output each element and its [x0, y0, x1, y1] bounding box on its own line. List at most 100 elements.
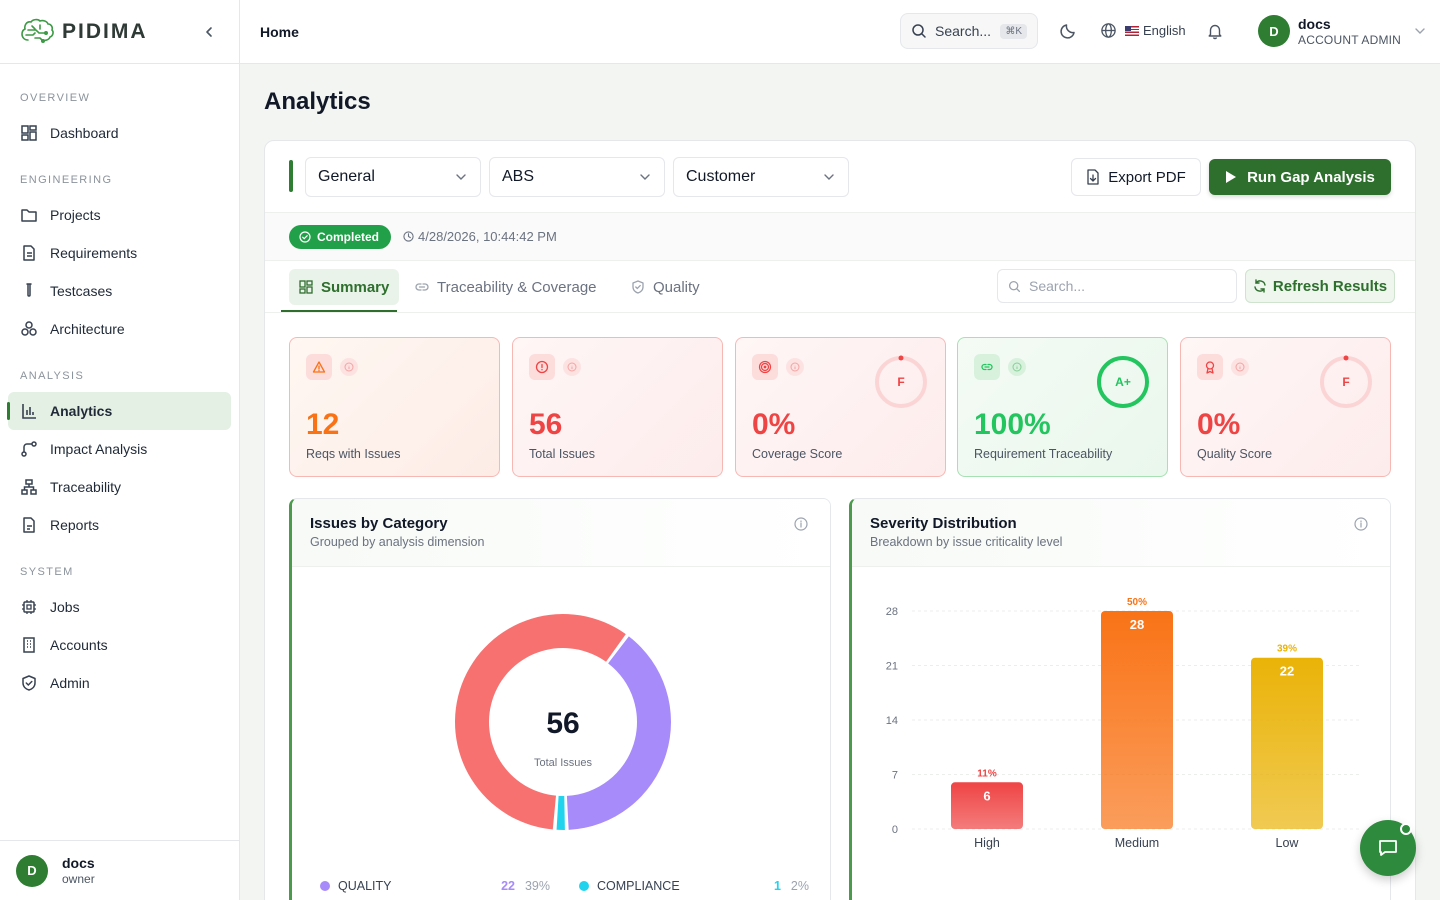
grid-icon: [299, 280, 313, 294]
sidebar-item-label: Architecture: [50, 321, 125, 337]
info-icon[interactable]: [563, 358, 581, 376]
legend-count: 22: [501, 879, 515, 893]
donut-slice-quality[interactable]: [566, 636, 671, 830]
building-icon: [23, 637, 35, 653]
info-icon[interactable]: [1354, 517, 1368, 531]
bell-icon[interactable]: [1206, 22, 1224, 40]
metric-card-coverage-score: 0% Coverage Score F: [735, 337, 946, 477]
export-pdf-button[interactable]: Export PDF: [1071, 158, 1201, 196]
chevron-down-icon: [640, 174, 650, 180]
bar-value-label: 28: [1130, 617, 1144, 632]
sidebar-nav: OVERVIEW Dashboard ENGINEERING Projects Requ…: [0, 64, 239, 702]
y-tick-label: 21: [886, 661, 898, 673]
avatar: D: [1258, 15, 1290, 47]
account-menu[interactable]: D docs ACCOUNT ADMIN: [1258, 15, 1427, 47]
search-shortcut: ⌘K: [1000, 23, 1027, 39]
sidebar-item-dashboard[interactable]: Dashboard: [8, 114, 231, 152]
breadcrumb[interactable]: Home: [260, 23, 299, 40]
info-icon[interactable]: [1231, 358, 1249, 376]
grade-ring: [875, 355, 927, 408]
search-placeholder: Search...: [935, 23, 992, 39]
sidebar-item-accounts[interactable]: Accounts: [8, 626, 231, 664]
language-label: English: [1143, 23, 1186, 38]
legend-item-quality[interactable]: QUALITY 22 39%: [320, 879, 550, 893]
sidebar-item-admin[interactable]: Admin: [8, 664, 231, 702]
nav-section-title: ENGINEERING: [20, 174, 113, 186]
sidebar-item-analytics[interactable]: Analytics: [7, 392, 231, 430]
header-user-name: docs: [1298, 15, 1331, 32]
tab-quality[interactable]: Quality: [621, 269, 710, 305]
sidebar-item-label: Testcases: [50, 283, 113, 299]
user-role: owner: [62, 872, 95, 886]
sidebar-item-reports[interactable]: Reports: [8, 506, 231, 544]
sidebar-item-impact-analysis[interactable]: Impact Analysis: [8, 430, 231, 468]
search-icon: [912, 24, 926, 38]
analytics-panel: General ABS Customer Export PDF Run Gap …: [264, 140, 1416, 900]
info-icon[interactable]: [786, 358, 804, 376]
header-user-role: ACCOUNT ADMIN: [1298, 32, 1402, 47]
chat-support-button[interactable]: [1360, 820, 1416, 876]
project-select[interactable]: ABS: [489, 157, 665, 197]
grade-ring: [1097, 356, 1149, 408]
refresh-results-label: Refresh Results: [1272, 277, 1388, 295]
run-gap-analysis-button[interactable]: Run Gap Analysis: [1209, 159, 1391, 195]
x-tick-label: Low: [1276, 836, 1300, 850]
analysis-toolbar: General ABS Customer Export PDF Run Gap …: [265, 141, 1415, 213]
tab-summary[interactable]: Summary: [289, 269, 400, 305]
results-search-input[interactable]: Search...: [997, 269, 1237, 303]
us-flag-icon: [1125, 25, 1139, 36]
donut-slice-other[interactable]: [454, 614, 626, 830]
export-pdf-label: Export PDF: [1108, 168, 1186, 186]
scope-select[interactable]: General: [305, 157, 481, 197]
sidebar-item-traceability[interactable]: Traceability: [8, 468, 231, 506]
collapse-sidebar-button[interactable]: [199, 22, 219, 42]
y-tick-label: 14: [886, 715, 898, 727]
sidebar-item-projects[interactable]: Projects: [8, 196, 231, 234]
tab-summary-label: Summary: [321, 278, 390, 296]
nav-section-engineering: ENGINEERING Projects Requirements Testcases…: [0, 174, 239, 348]
sidebar-item-jobs[interactable]: Jobs: [8, 588, 231, 626]
info-icon[interactable]: [1008, 358, 1026, 376]
metric-value: 0%: [752, 408, 796, 441]
bar-high[interactable]: [951, 782, 1023, 829]
bar-low[interactable]: [1251, 657, 1323, 829]
y-tick-label: 0: [892, 824, 898, 836]
x-tick-label: Medium: [1115, 836, 1159, 850]
legend-percent: 39%: [524, 879, 550, 893]
projects-icon: [21, 209, 37, 222]
link-icon: [974, 354, 1000, 380]
sidebar-item-label: Jobs: [50, 599, 80, 615]
sidebar-item-label: Accounts: [50, 637, 108, 653]
run-gap-analysis-label: Run Gap Analysis: [1247, 168, 1375, 186]
tab-traceability-label: Traceability & Coverage: [437, 278, 597, 296]
severity-bar-chart: 0 7 14 21 28 6 11% High 28 50% Medium 22 39% Low: [886, 597, 1362, 850]
level-select[interactable]: Customer: [673, 157, 849, 197]
run-timestamp: 4/28/2026, 10:44:42 PM: [403, 229, 557, 244]
tab-traceability-coverage[interactable]: Traceability & Coverage: [405, 269, 607, 305]
refresh-results-button[interactable]: Refresh Results: [1245, 269, 1395, 303]
status-badge: Completed: [289, 224, 392, 249]
bar-value-label: 6: [983, 788, 990, 803]
global-search-button[interactable]: Search... ⌘K: [900, 13, 1038, 49]
sidebar-user[interactable]: D docs owner: [0, 840, 240, 900]
sidebar-item-requirements[interactable]: Requirements: [8, 234, 231, 272]
sidebar-item-testcases[interactable]: Testcases: [8, 272, 231, 310]
traceability-icon: [21, 479, 37, 495]
link-icon: [415, 283, 429, 291]
metric-label: Total Issues: [529, 447, 596, 461]
issues-chart-subtitle: Grouped by analysis dimension: [310, 535, 485, 549]
chevron-down-icon: [1415, 28, 1425, 34]
donut-slice-compliance[interactable]: [556, 795, 565, 830]
dashboard-icon: [21, 125, 37, 141]
sidebar-item-architecture[interactable]: Architecture: [8, 310, 231, 348]
info-icon[interactable]: [340, 358, 358, 376]
moon-icon[interactable]: [1059, 22, 1077, 40]
language-selector[interactable]: English: [1100, 22, 1186, 39]
legend-swatch: [579, 881, 589, 891]
info-icon[interactable]: [794, 517, 808, 531]
issues-chart-title: Issues by Category: [310, 515, 448, 532]
bar-medium[interactable]: [1101, 611, 1173, 829]
metric-label: Reqs with Issues: [306, 447, 401, 461]
legend-item-compliance[interactable]: COMPLIANCE 1 2%: [579, 879, 809, 893]
legend-name: QUALITY: [338, 879, 392, 893]
